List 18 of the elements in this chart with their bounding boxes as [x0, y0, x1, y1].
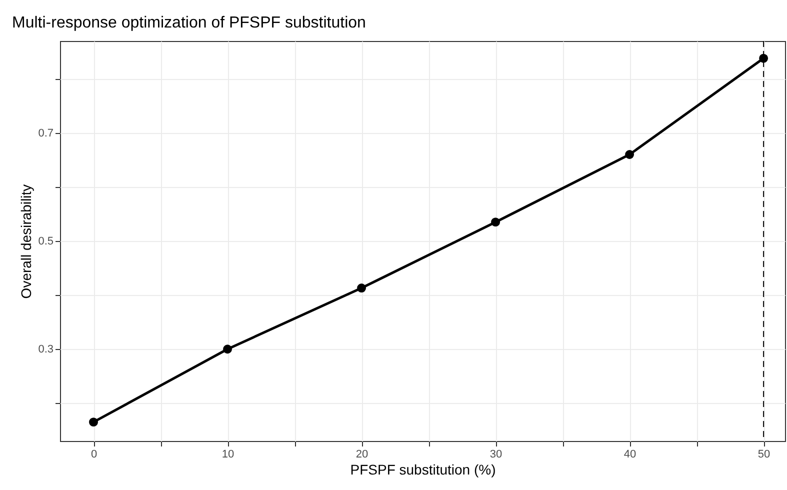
point: [357, 284, 366, 292]
point: [491, 218, 500, 227]
y-tick-label: 0.7: [38, 127, 54, 140]
y-tick-label: 0.3: [38, 344, 54, 356]
x-axis-title: PFSPF substitution (%): [350, 462, 496, 478]
x-tick-label: 10: [222, 448, 234, 460]
x-tick-label: 30: [490, 448, 502, 460]
y-tick-label: 0.5: [38, 236, 54, 248]
point: [759, 54, 768, 63]
x-tick-label: 40: [624, 448, 636, 460]
point: [89, 418, 98, 427]
y-axis-title: Overall desirability: [18, 184, 34, 299]
x-tick-label: 0: [90, 448, 98, 460]
x-tick-label: 20: [356, 448, 368, 460]
point: [223, 344, 232, 354]
x-tick-label: 50: [758, 448, 770, 460]
chart-title: Multi-response optimization of PFSPF substitution: [12, 14, 366, 32]
point: [625, 150, 634, 159]
